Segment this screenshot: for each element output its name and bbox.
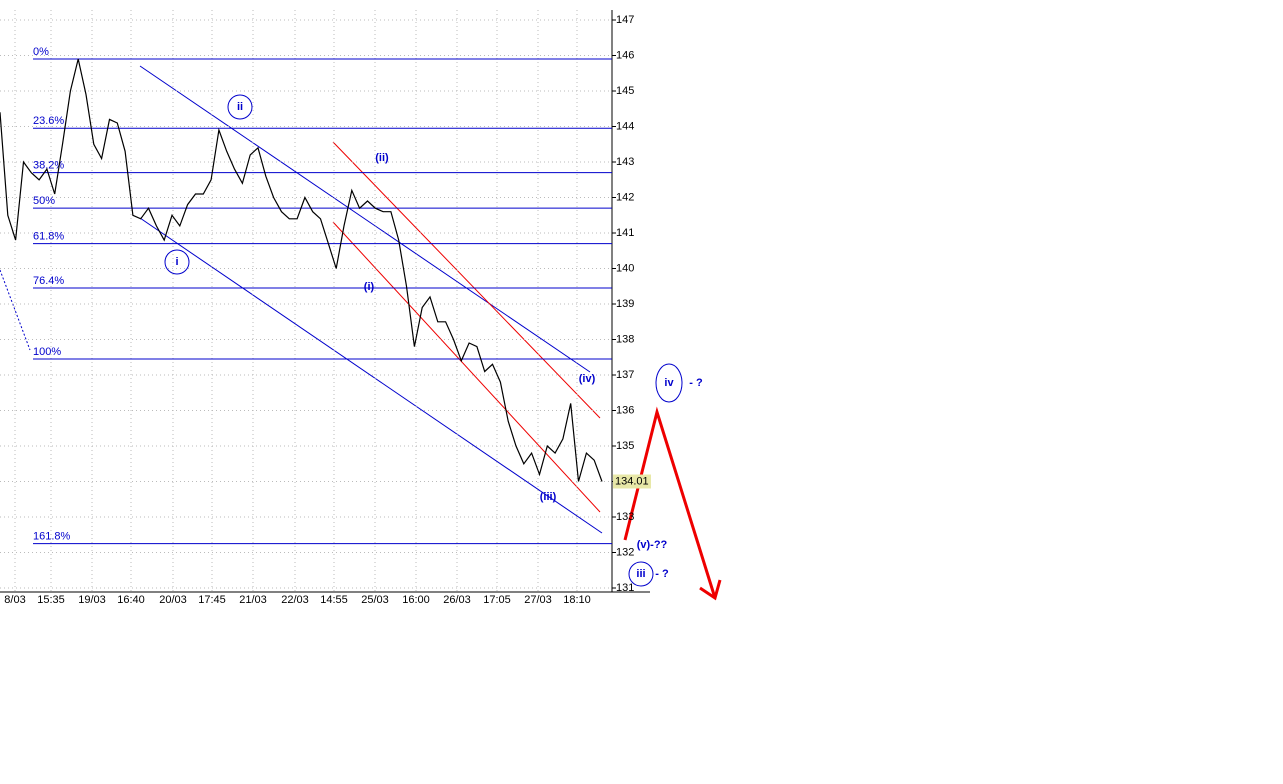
y-tick-label: 144 — [616, 120, 634, 132]
y-tick-label: 136 — [616, 404, 634, 416]
trend-line — [139, 217, 603, 534]
wave-circle — [227, 94, 253, 120]
fib-label: 61.8% — [33, 231, 64, 243]
wave-label: i — [175, 256, 178, 268]
y-tick-label: 131 — [616, 582, 634, 594]
y-tick-label: 142 — [616, 191, 634, 203]
y-tick-label: 145 — [616, 85, 634, 97]
fib-label: 38.2% — [33, 160, 64, 172]
wave-label: (iii) — [540, 491, 557, 503]
arrow-head — [699, 579, 722, 601]
x-tick-label: 17:45 — [198, 594, 226, 606]
y-tick-label: 140 — [616, 262, 634, 274]
y-tick-label: 143 — [616, 156, 634, 168]
fib-label: 50% — [33, 195, 55, 207]
y-tick-label: 133 — [616, 511, 634, 523]
wave-circle — [655, 363, 683, 403]
x-tick-label: 19/03 — [78, 594, 106, 606]
forecast-arrow — [623, 406, 717, 599]
y-tick-label: 132 — [616, 546, 634, 558]
x-tick-label: 27/03 — [524, 594, 552, 606]
x-tick-label: 22/03 — [281, 594, 309, 606]
last-price-box — [613, 474, 651, 489]
trend-line — [332, 221, 601, 513]
y-tick-label: 135 — [616, 440, 634, 452]
wave-label: (v)-?? — [637, 539, 668, 551]
wave-label: iv — [664, 377, 674, 389]
fib-label: 100% — [33, 346, 61, 358]
fib-label: 23.6% — [33, 115, 64, 127]
wave-label: (i) — [364, 281, 375, 293]
fib-label: 76.4% — [33, 275, 64, 287]
y-tick-label: 138 — [616, 333, 634, 345]
y-tick-label: 147 — [616, 14, 634, 26]
y-tick-label: 146 — [616, 49, 634, 61]
wave-label: - ? — [655, 568, 669, 580]
x-tick-label: 26/03 — [443, 594, 471, 606]
x-tick-label: 15:35 — [37, 594, 65, 606]
x-tick-label: 18:10 — [563, 594, 591, 606]
wave-circle — [164, 249, 190, 275]
fib-label: 161.8% — [33, 531, 71, 543]
x-tick-label: 20/03 — [159, 594, 187, 606]
trend-line — [332, 141, 601, 419]
y-tick-label: 137 — [616, 369, 634, 381]
trend-line — [139, 65, 591, 373]
x-tick-label: 8/03 — [4, 594, 25, 606]
fib-label: 0% — [33, 46, 49, 58]
x-tick-label: 14:55 — [320, 594, 348, 606]
last-price-label: 134.01 — [615, 475, 649, 487]
wave-label: - ? — [689, 377, 703, 389]
price-line — [0, 58, 603, 482]
y-tick-label: 141 — [616, 227, 634, 239]
wave-label: iii — [636, 568, 645, 580]
wave-label: (ii) — [375, 152, 389, 164]
x-tick-label: 21/03 — [239, 594, 267, 606]
x-tick-label: 16:00 — [402, 594, 430, 606]
wave-circle — [628, 561, 654, 587]
wave-label: (iv) — [579, 373, 596, 385]
x-tick-label: 25/03 — [361, 594, 389, 606]
x-tick-label: 16:40 — [117, 594, 145, 606]
wave-label: ii — [237, 101, 243, 113]
y-tick-label: 139 — [616, 298, 634, 310]
x-tick-label: 17:05 — [483, 594, 511, 606]
